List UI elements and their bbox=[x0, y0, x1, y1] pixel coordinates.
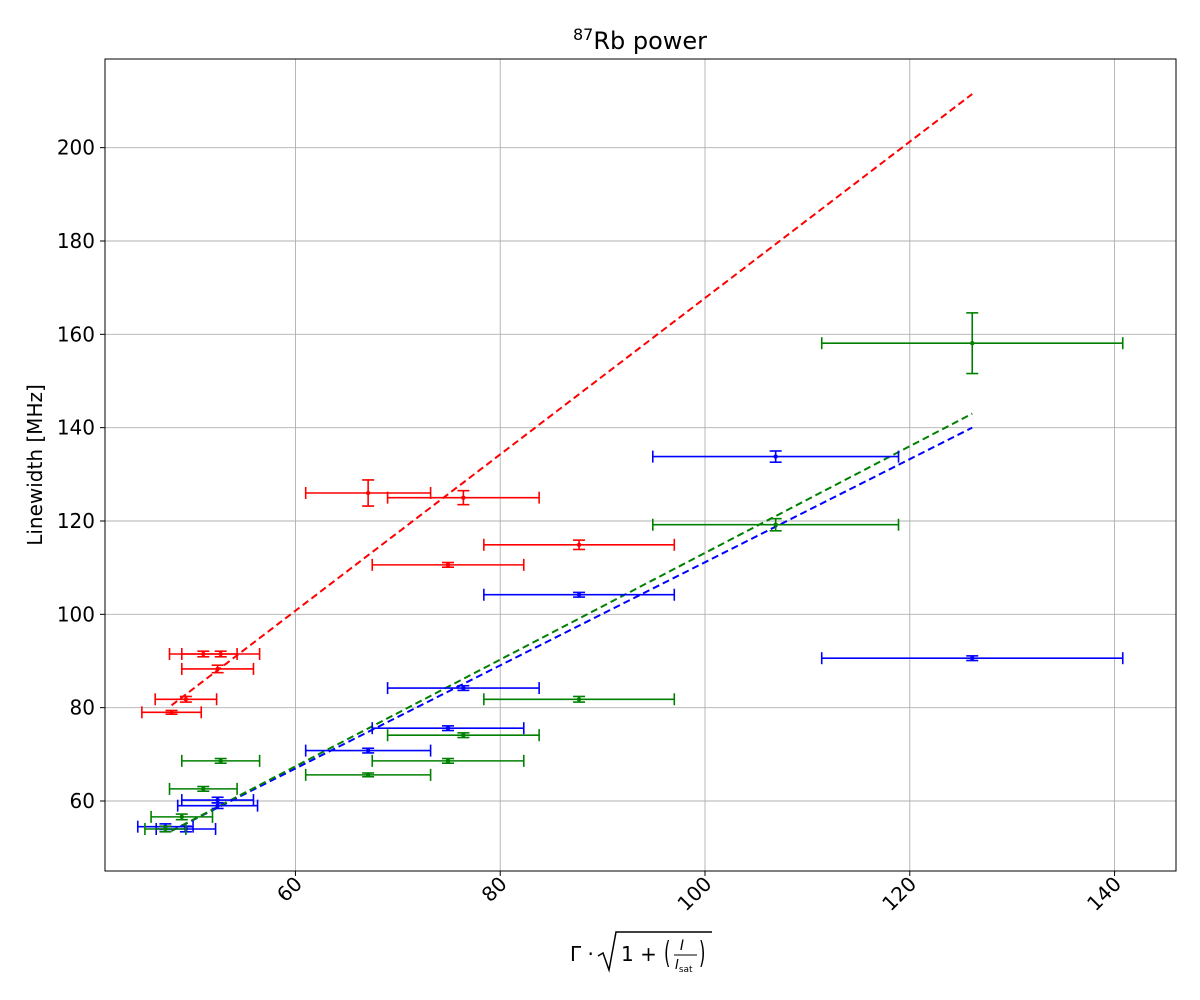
data-point bbox=[576, 542, 582, 547]
data-point bbox=[218, 651, 223, 657]
y-axis-label: Linewidth [MHz] bbox=[23, 384, 47, 546]
y-tick-label: 80 bbox=[70, 696, 95, 720]
y-tick-label: 60 bbox=[70, 789, 95, 813]
data-point bbox=[970, 341, 975, 346]
data-point bbox=[576, 592, 582, 597]
data-point bbox=[183, 697, 189, 702]
data-layer bbox=[136, 93, 1124, 835]
x-axis-label-close-paren: ) bbox=[699, 936, 705, 971]
data-point bbox=[461, 495, 466, 500]
data-point bbox=[163, 826, 168, 832]
fit-line bbox=[171, 426, 973, 832]
chart-title-superscript: 87 bbox=[573, 25, 593, 44]
data-point bbox=[201, 786, 206, 792]
x-axis-label-one-plus: 1 + bbox=[621, 942, 657, 966]
data-point bbox=[215, 666, 220, 672]
data-point bbox=[365, 490, 371, 496]
fit-line bbox=[170, 93, 973, 707]
data-point bbox=[218, 758, 223, 764]
data-point bbox=[365, 748, 371, 753]
x-axis-label-denominator: Isat bbox=[675, 958, 693, 975]
x-axis-label-sqrt-sign bbox=[597, 931, 712, 973]
data-point bbox=[215, 803, 220, 808]
chart-title-main: Rb power bbox=[593, 27, 707, 55]
data-point bbox=[365, 772, 371, 778]
data-point bbox=[773, 522, 778, 527]
data-point bbox=[445, 562, 451, 568]
x-axis-label-open-paren: ( bbox=[664, 936, 670, 971]
axes-frame bbox=[104, 58, 1177, 872]
y-tick-label: 120 bbox=[57, 509, 95, 533]
x-axis-label-denominator-base: I bbox=[675, 958, 679, 973]
data-point bbox=[445, 758, 451, 764]
y-tick-label: 180 bbox=[57, 229, 95, 253]
data-point bbox=[773, 454, 778, 459]
fit-line bbox=[171, 412, 973, 832]
data-point bbox=[461, 733, 466, 738]
y-tick-label: 140 bbox=[57, 416, 95, 440]
data-point bbox=[169, 710, 174, 715]
y-tick-label: 200 bbox=[57, 136, 95, 160]
data-point bbox=[445, 726, 451, 731]
data-point bbox=[215, 797, 220, 803]
x-axis-label: Γ · 1 + ( I Isat ) bbox=[570, 931, 712, 975]
data-point bbox=[970, 656, 975, 661]
data-point bbox=[179, 814, 184, 820]
y-tick-label: 100 bbox=[57, 602, 95, 626]
x-axis-label-prefix: Γ · bbox=[570, 942, 594, 966]
data-point bbox=[576, 697, 582, 702]
x-axis-label-numerator: I bbox=[680, 938, 684, 954]
data-point bbox=[461, 685, 466, 691]
y-tick-label: 160 bbox=[57, 322, 95, 346]
x-axis-label-denominator-sub: sat bbox=[679, 965, 693, 975]
chart-title: 87Rb power bbox=[573, 25, 707, 55]
